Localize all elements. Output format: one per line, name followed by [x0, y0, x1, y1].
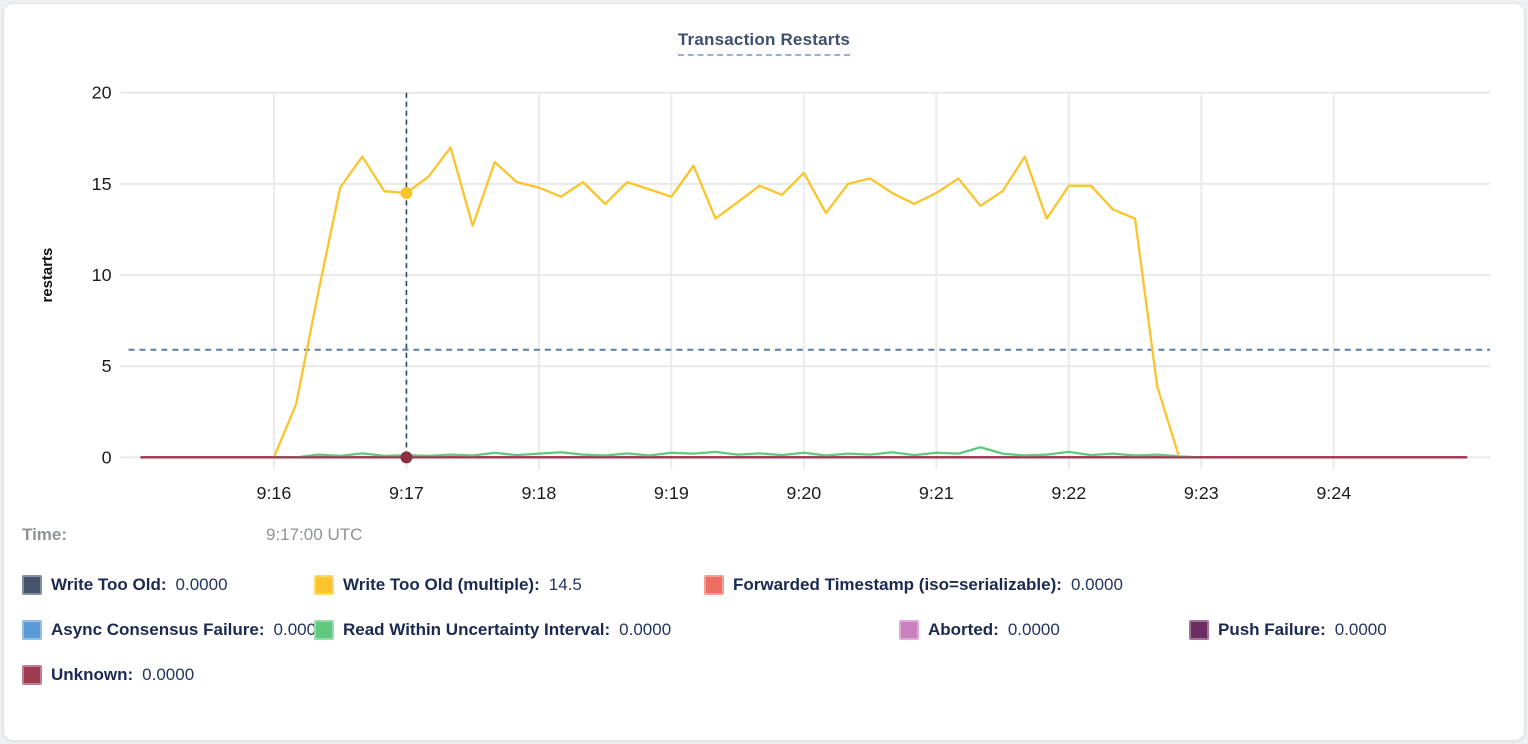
legend-item-write-too-old-multiple-: Write Too Old (multiple): 14.5: [314, 575, 704, 595]
legend-value: 14.5: [548, 575, 582, 594]
y-tick-label: 5: [102, 356, 112, 376]
legend-item-push-failure: Push Failure: 0.0000: [1189, 620, 1387, 640]
y-tick-label: 20: [92, 83, 112, 103]
legend-value: 0.0000: [273, 620, 326, 639]
legend-value: 0.0000: [142, 665, 195, 684]
x-tick-label: 9:17: [389, 483, 424, 503]
crosshair-marker: [400, 451, 413, 464]
chart-header: Transaction Restarts: [4, 30, 1524, 60]
legend-swatch-icon: [899, 620, 919, 640]
legend-swatch-icon: [314, 620, 334, 640]
y-tick-label: 15: [92, 174, 112, 194]
legend-value: 0.0000: [1070, 575, 1123, 594]
legend-label: Write Too Old:: [51, 575, 167, 594]
x-tick-label: 9:20: [786, 483, 821, 503]
y-axis-label: restarts: [39, 248, 56, 303]
transaction-restarts-chart[interactable]: 0 5 10 15 20 9:16 9:17 9:18 9:19 9:20 9:21 9:22 9:23…: [4, 64, 1525, 517]
x-tick-label: 9:24: [1316, 483, 1351, 503]
legend-label: Forwarded Timestamp (iso=serializable):: [733, 575, 1062, 594]
legend-swatch-icon: [1189, 620, 1209, 640]
legend-swatch-icon: [704, 575, 724, 595]
legend-label: Aborted:: [928, 620, 999, 639]
chart-card: Transaction Restarts 0 5 10 15 20 9:16 9:17 9:1…: [3, 3, 1525, 741]
x-tick-label: 9:21: [919, 483, 954, 503]
legend-value: 0.0000: [1007, 620, 1060, 639]
legend-swatch-icon: [22, 575, 42, 595]
legend-value: 0.0000: [619, 620, 672, 639]
x-tick-label: 9:23: [1184, 483, 1219, 503]
x-tick-label: 9:16: [257, 483, 292, 503]
legend-swatch-icon: [22, 620, 42, 640]
legend-item-aborted: Aborted: 0.0000: [899, 620, 1189, 640]
legend-value: 0.0000: [175, 575, 228, 594]
legend-row-1: Write Too Old: 0.0000 Write Too Old (multi…: [22, 575, 1524, 595]
legend-item-unknown: Unknown: 0.0000: [22, 665, 194, 685]
x-tick-label: 9:19: [654, 483, 689, 503]
legend-row-3: Unknown: 0.0000: [22, 665, 1524, 685]
legend-row-2: Async Consensus Failure: 0.0000 Read Withi…: [22, 620, 1524, 640]
legend-value: 0.0000: [1334, 620, 1387, 639]
legend-label: Async Consensus Failure:: [51, 620, 265, 639]
legend-label: Read Within Uncertainty Interval:: [343, 620, 611, 639]
chart-legend: Write Too Old: 0.0000 Write Too Old (multi…: [22, 575, 1524, 685]
legend-item-forwarded-timestamp-iso-serializable-: Forwarded Timestamp (iso=serializable): 0…: [704, 575, 1123, 595]
series-line-read-within-uncertainty-interval: [272, 446, 1203, 459]
y-tick-label: 10: [92, 265, 112, 285]
legend-swatch-icon: [22, 665, 42, 685]
crosshair-marker: [400, 187, 413, 200]
legend-swatch-icon: [314, 575, 334, 595]
x-tick-label: 9:22: [1051, 483, 1086, 503]
y-tick-label: 0: [102, 447, 112, 467]
legend-item-read-within-uncertainty-interval: Read Within Uncertainty Interval: 0.0000: [314, 620, 899, 640]
legend-label: Push Failure:: [1218, 620, 1326, 639]
chart-title[interactable]: Transaction Restarts: [677, 30, 851, 56]
legend-label: Unknown:: [51, 665, 134, 684]
legend-item-write-too-old: Write Too Old: 0.0000: [22, 575, 314, 595]
x-tick-label: 9:18: [521, 483, 556, 503]
legend-label: Write Too Old (multiple):: [343, 575, 540, 594]
series-line-write-too-old-multiple-: [272, 146, 1181, 459]
tooltip-time-row: Time: 9:17:00 UTC: [22, 525, 1524, 545]
tooltip-time-label: Time:: [22, 525, 68, 544]
legend-item-async-consensus-failure: Async Consensus Failure: 0.0000: [22, 620, 326, 640]
tooltip-time-value: 9:17:00 UTC: [266, 525, 363, 544]
